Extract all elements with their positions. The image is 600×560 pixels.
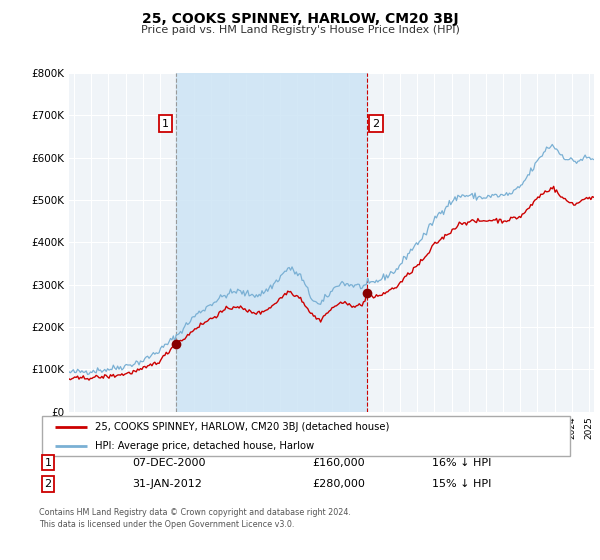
Text: Price paid vs. HM Land Registry's House Price Index (HPI): Price paid vs. HM Land Registry's House … bbox=[140, 25, 460, 35]
Text: 07-DEC-2000: 07-DEC-2000 bbox=[132, 458, 205, 468]
Text: Contains HM Land Registry data © Crown copyright and database right 2024.: Contains HM Land Registry data © Crown c… bbox=[39, 508, 351, 517]
Text: 31-JAN-2012: 31-JAN-2012 bbox=[132, 479, 202, 489]
Text: 2: 2 bbox=[44, 479, 52, 489]
Text: 25, COOKS SPINNEY, HARLOW, CM20 3BJ: 25, COOKS SPINNEY, HARLOW, CM20 3BJ bbox=[142, 12, 458, 26]
Text: HPI: Average price, detached house, Harlow: HPI: Average price, detached house, Harl… bbox=[95, 441, 314, 450]
FancyBboxPatch shape bbox=[42, 416, 570, 456]
Text: 1: 1 bbox=[162, 119, 169, 129]
Text: 25, COOKS SPINNEY, HARLOW, CM20 3BJ (detached house): 25, COOKS SPINNEY, HARLOW, CM20 3BJ (det… bbox=[95, 422, 389, 432]
Bar bbox=[176, 73, 367, 412]
Text: 15% ↓ HPI: 15% ↓ HPI bbox=[432, 479, 491, 489]
Text: 2: 2 bbox=[372, 119, 379, 129]
Text: 16% ↓ HPI: 16% ↓ HPI bbox=[432, 458, 491, 468]
Text: This data is licensed under the Open Government Licence v3.0.: This data is licensed under the Open Gov… bbox=[39, 520, 295, 529]
Text: £280,000: £280,000 bbox=[312, 479, 365, 489]
Text: 1: 1 bbox=[44, 458, 52, 468]
Text: £160,000: £160,000 bbox=[312, 458, 365, 468]
